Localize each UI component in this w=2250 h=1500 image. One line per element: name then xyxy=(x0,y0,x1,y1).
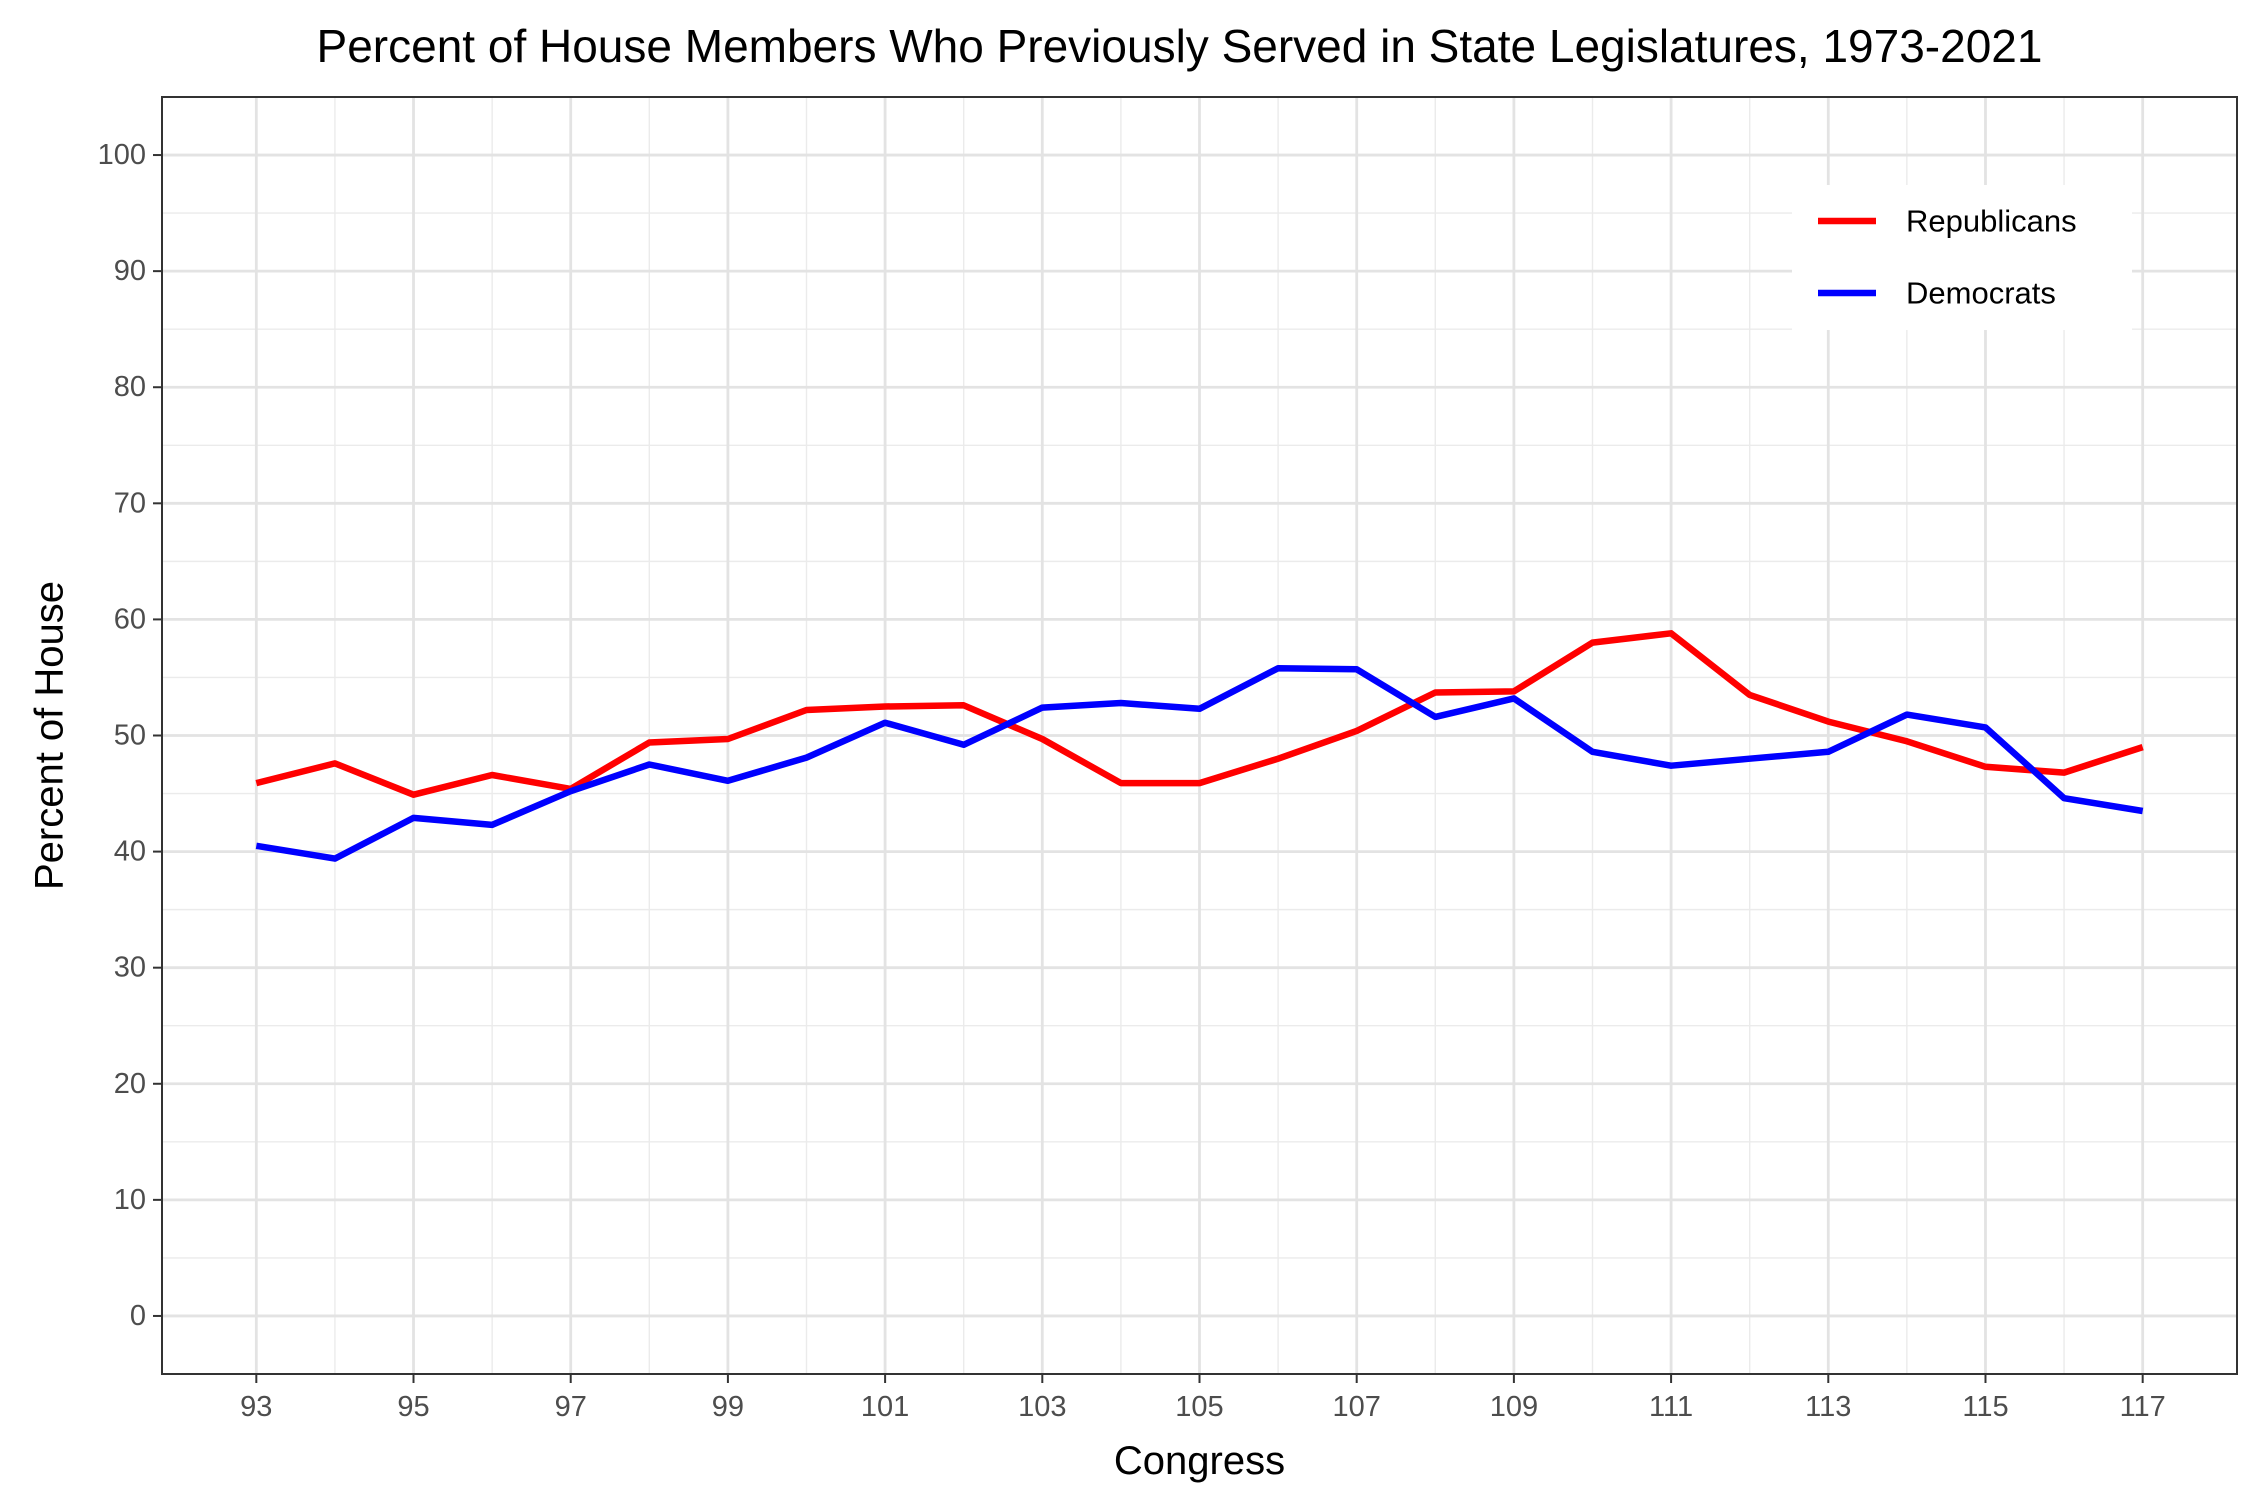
y-tick-label: 80 xyxy=(114,371,146,403)
y-tick-label: 60 xyxy=(114,603,146,635)
x-axis: 93 95 97 99 101 103 105 107 109 111 113 115 117 xyxy=(240,1374,2166,1423)
x-tick-label: 99 xyxy=(712,1391,744,1423)
series-lines xyxy=(255,630,2144,862)
x-tick-label: 97 xyxy=(555,1391,587,1423)
x-tick-label: 109 xyxy=(1490,1391,1538,1423)
y-tick-label: 90 xyxy=(114,255,146,287)
legend-label-democrats: Democrats xyxy=(1906,276,2056,311)
y-tick-label: 10 xyxy=(114,1184,146,1216)
y-tick-label: 100 xyxy=(98,139,146,171)
legend-background xyxy=(1792,185,2132,330)
x-tick-label: 115 xyxy=(1962,1391,2008,1423)
y-tick-label: 30 xyxy=(114,952,146,984)
chart-title: Percent of House Members Who Previously … xyxy=(317,20,2043,72)
y-axis-title: Percent of House xyxy=(28,581,72,890)
x-tick-label: 113 xyxy=(1805,1391,1851,1423)
y-tick-label: 0 xyxy=(130,1300,146,1332)
y-tick-label: 40 xyxy=(114,836,146,868)
x-tick-label: 101 xyxy=(861,1391,909,1423)
y-axis: 0 10 20 30 40 50 60 70 80 90 100 xyxy=(98,139,162,1332)
series-line-democrats xyxy=(255,664,2144,862)
legend: Republicans Democrats xyxy=(1792,185,2132,330)
x-tick-label: 95 xyxy=(397,1391,429,1423)
x-axis-title: Congress xyxy=(1114,1439,1285,1483)
x-tick-label: 103 xyxy=(1018,1391,1066,1423)
y-tick-label: 50 xyxy=(114,720,146,752)
y-tick-label: 20 xyxy=(114,1068,146,1100)
x-tick-label: 105 xyxy=(1175,1391,1223,1423)
x-tick-label: 107 xyxy=(1333,1391,1381,1423)
x-tick-label: 93 xyxy=(240,1391,272,1423)
x-tick-label: 117 xyxy=(2120,1391,2166,1423)
legend-label-republicans: Republicans xyxy=(1906,204,2077,239)
x-tick-label: 111 xyxy=(1649,1391,1693,1423)
y-tick-label: 70 xyxy=(114,487,146,519)
